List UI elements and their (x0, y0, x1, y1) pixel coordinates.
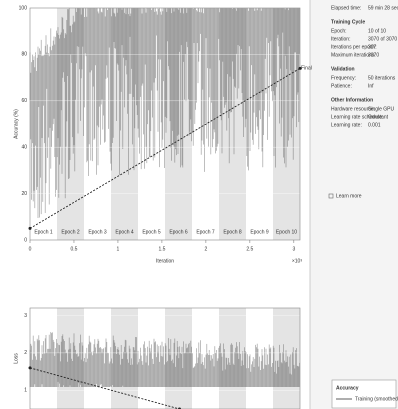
epoch-label: Epoch 8 (223, 229, 242, 235)
info-label: Hardware resource: (331, 106, 375, 112)
epoch-label: Epoch 5 (142, 229, 161, 235)
plot-area (29, 308, 300, 409)
y-axis-label: Accuracy (%) (13, 109, 19, 139)
x-tick-label: 2 (205, 246, 208, 252)
learn-more-link[interactable]: Learn more (336, 193, 362, 199)
y-tick-label: 80 (21, 52, 27, 58)
info-value: 307 (368, 44, 377, 50)
final-label: Final (301, 66, 312, 72)
info-value: 59 min 28 sec (368, 5, 398, 11)
info-value: Inf (368, 83, 374, 89)
info-label: Learning rate schedule: (331, 114, 383, 120)
info-value: 10 of 10 (368, 28, 386, 34)
x-tick-label: 3 (292, 246, 295, 252)
y-tick-label: 1 (24, 388, 27, 394)
y-tick-label: 0 (24, 237, 27, 243)
x-tick-label: 0 (29, 246, 32, 252)
y-tick-label: 60 (21, 98, 27, 104)
axes-frame (29, 7, 301, 241)
x-exponent: ×10³ (292, 258, 302, 264)
y-axis-label: Loss (13, 353, 19, 364)
epoch-label: Epoch 1 (34, 229, 53, 235)
y-tick-label: 3 (24, 313, 27, 319)
validation-point (28, 366, 32, 370)
info-value: 0.001 (368, 122, 381, 128)
axes-frame (29, 307, 301, 409)
info-label: Patience: (331, 83, 352, 89)
plot-area (29, 7, 300, 241)
epoch-label: Epoch 10 (276, 229, 297, 235)
y-tick-label: 2 (24, 350, 27, 356)
legend-entry: Training (smoothed) (355, 396, 398, 402)
epoch-label: Epoch 4 (115, 229, 134, 235)
epoch-label: Epoch 9 (250, 229, 269, 235)
info-panel (310, 0, 398, 409)
info-label: Maximum iterations: (331, 52, 376, 58)
validation-point (298, 66, 302, 70)
epoch-label: Epoch 2 (61, 229, 80, 235)
x-axis-label: Iteration (156, 258, 174, 264)
y-tick-label: 100 (19, 5, 28, 11)
validation-point (28, 226, 32, 230)
info-label: Epoch: (331, 28, 347, 34)
info-value: Constant (368, 114, 389, 120)
info-value: 3070 (368, 52, 379, 58)
section-title: Validation (331, 66, 355, 72)
y-tick-label: 40 (21, 145, 27, 151)
legend-title: Accuracy (336, 385, 359, 391)
x-tick-label: 1.5 (158, 246, 165, 252)
info-label: Elapsed time: (331, 5, 361, 11)
section-title: Other Information (331, 97, 373, 103)
epoch-label: Epoch 3 (88, 229, 107, 235)
x-tick-label: 2.5 (246, 246, 253, 252)
x-tick-label: 0.5 (70, 246, 77, 252)
info-label: Iterations per epoch: (331, 44, 377, 50)
info-value: 3070 of 3070 (368, 36, 397, 42)
section-title: Training Cycle (331, 19, 365, 25)
legend-box (331, 379, 397, 409)
x-tick-label: 1 (117, 246, 120, 252)
epoch-label: Epoch 7 (196, 229, 215, 235)
info-value: Single GPU (368, 106, 395, 112)
epoch-label: Epoch 6 (169, 229, 188, 235)
y-tick-label: 20 (21, 191, 27, 197)
info-label: Learning rate: (331, 122, 362, 128)
validation-line (29, 367, 180, 409)
checkbox[interactable] (328, 193, 334, 199)
info-label: Iteration: (331, 36, 350, 42)
info-value: 50 iterations (368, 75, 396, 81)
info-label: Frequency: (331, 75, 356, 81)
